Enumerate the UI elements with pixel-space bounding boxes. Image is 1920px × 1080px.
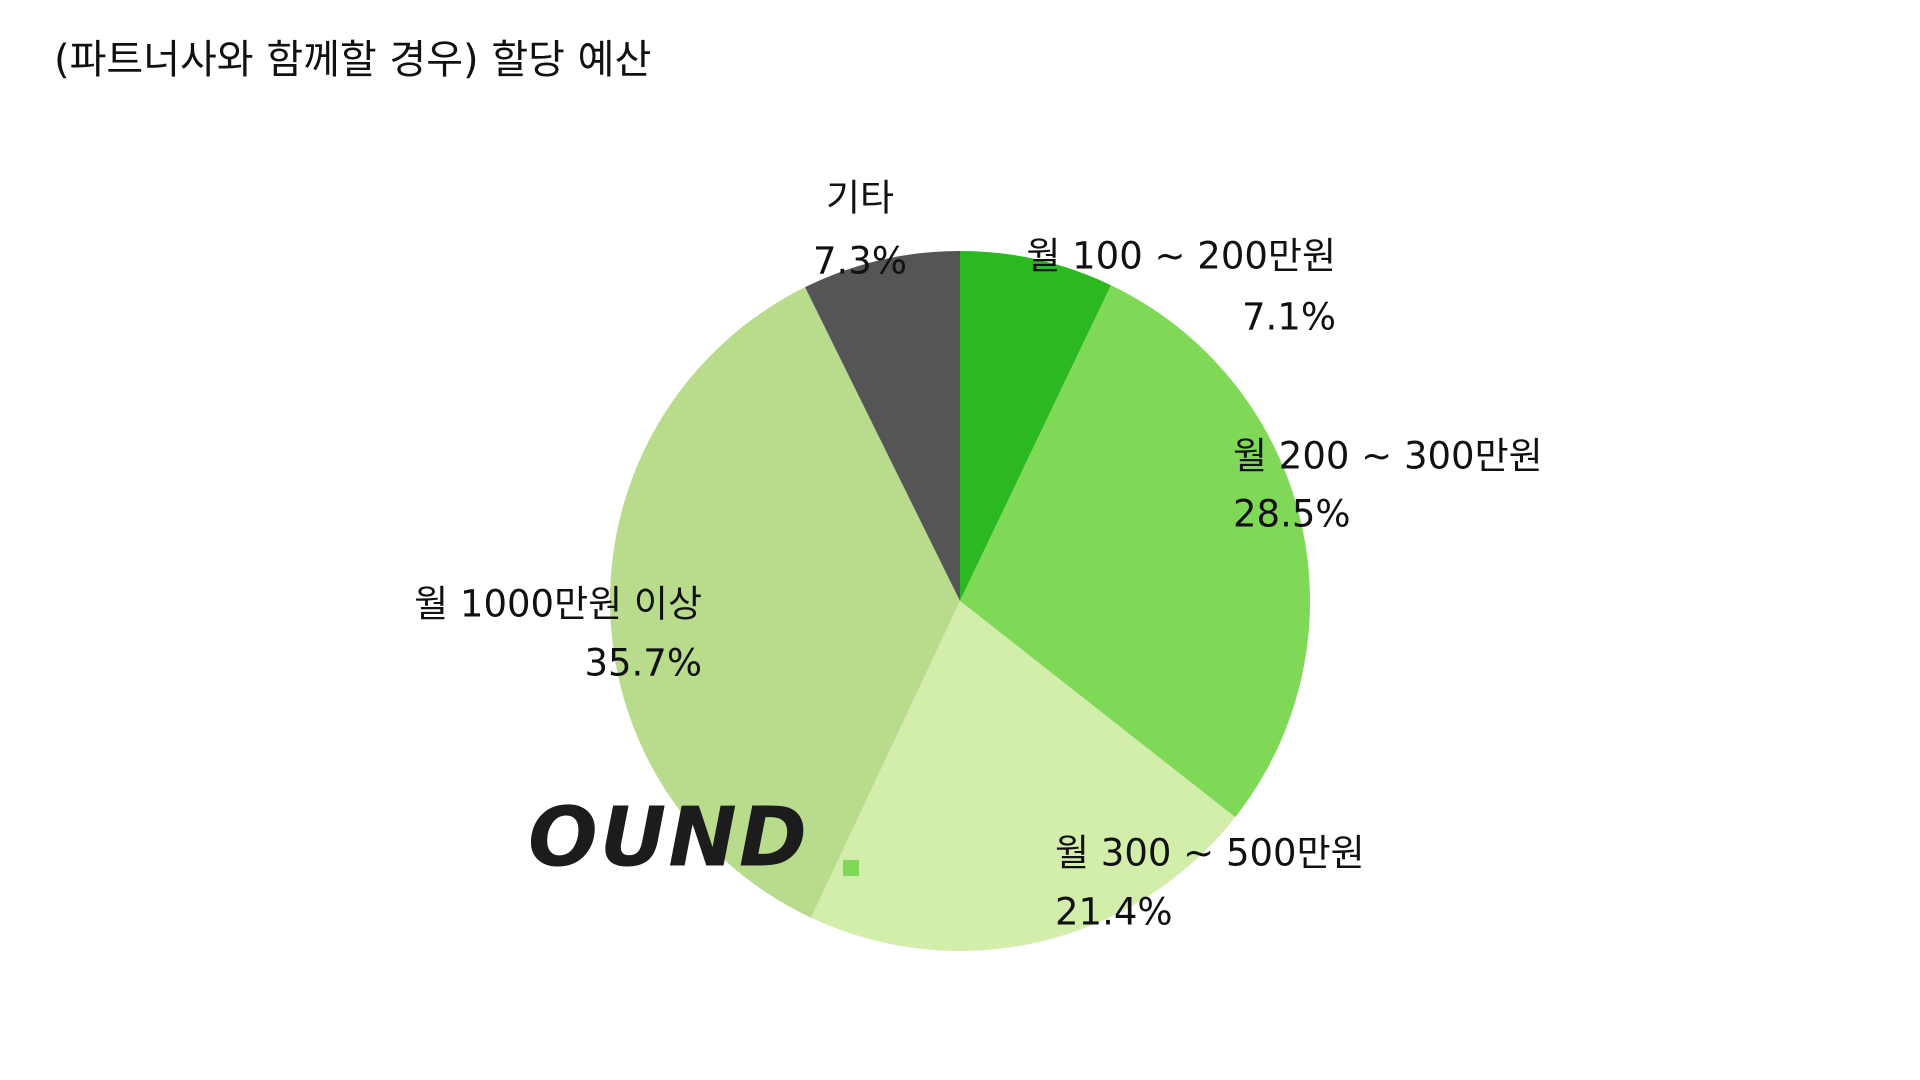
slice-label: 월 300 ~ 500만원 bbox=[1055, 832, 1365, 875]
value-label: 35.7% bbox=[584, 642, 702, 685]
pie-slice bbox=[610, 287, 960, 918]
slice-label: 월 1000만원 이상 bbox=[414, 583, 702, 626]
slice-label: 기타 bbox=[826, 177, 894, 220]
pie-slice bbox=[805, 251, 960, 601]
slice-label: 월 100 ~ 200만원 bbox=[1026, 235, 1336, 278]
pie bbox=[610, 251, 1310, 951]
slice-label: 월 200 ~ 300만원 bbox=[1233, 435, 1543, 478]
pie-slice bbox=[960, 251, 1112, 601]
logo: OUND bbox=[528, 790, 809, 885]
value-label: 21.4% bbox=[1055, 891, 1173, 934]
pie-slice bbox=[810, 601, 1236, 951]
value-label: 7.1% bbox=[1242, 296, 1336, 339]
chart-title: (파트너사와 함께할 경우) 할당 예산 bbox=[54, 37, 651, 83]
value-label: 28.5% bbox=[1233, 493, 1351, 536]
logo-dot bbox=[843, 860, 859, 876]
pie-slice bbox=[960, 285, 1310, 818]
value-label: 7.3% bbox=[813, 240, 907, 283]
labels: 월 100 ~ 200만원 7.1% 월 200 ~ 300만원 28.5% 월 300… bbox=[414, 177, 1543, 934]
